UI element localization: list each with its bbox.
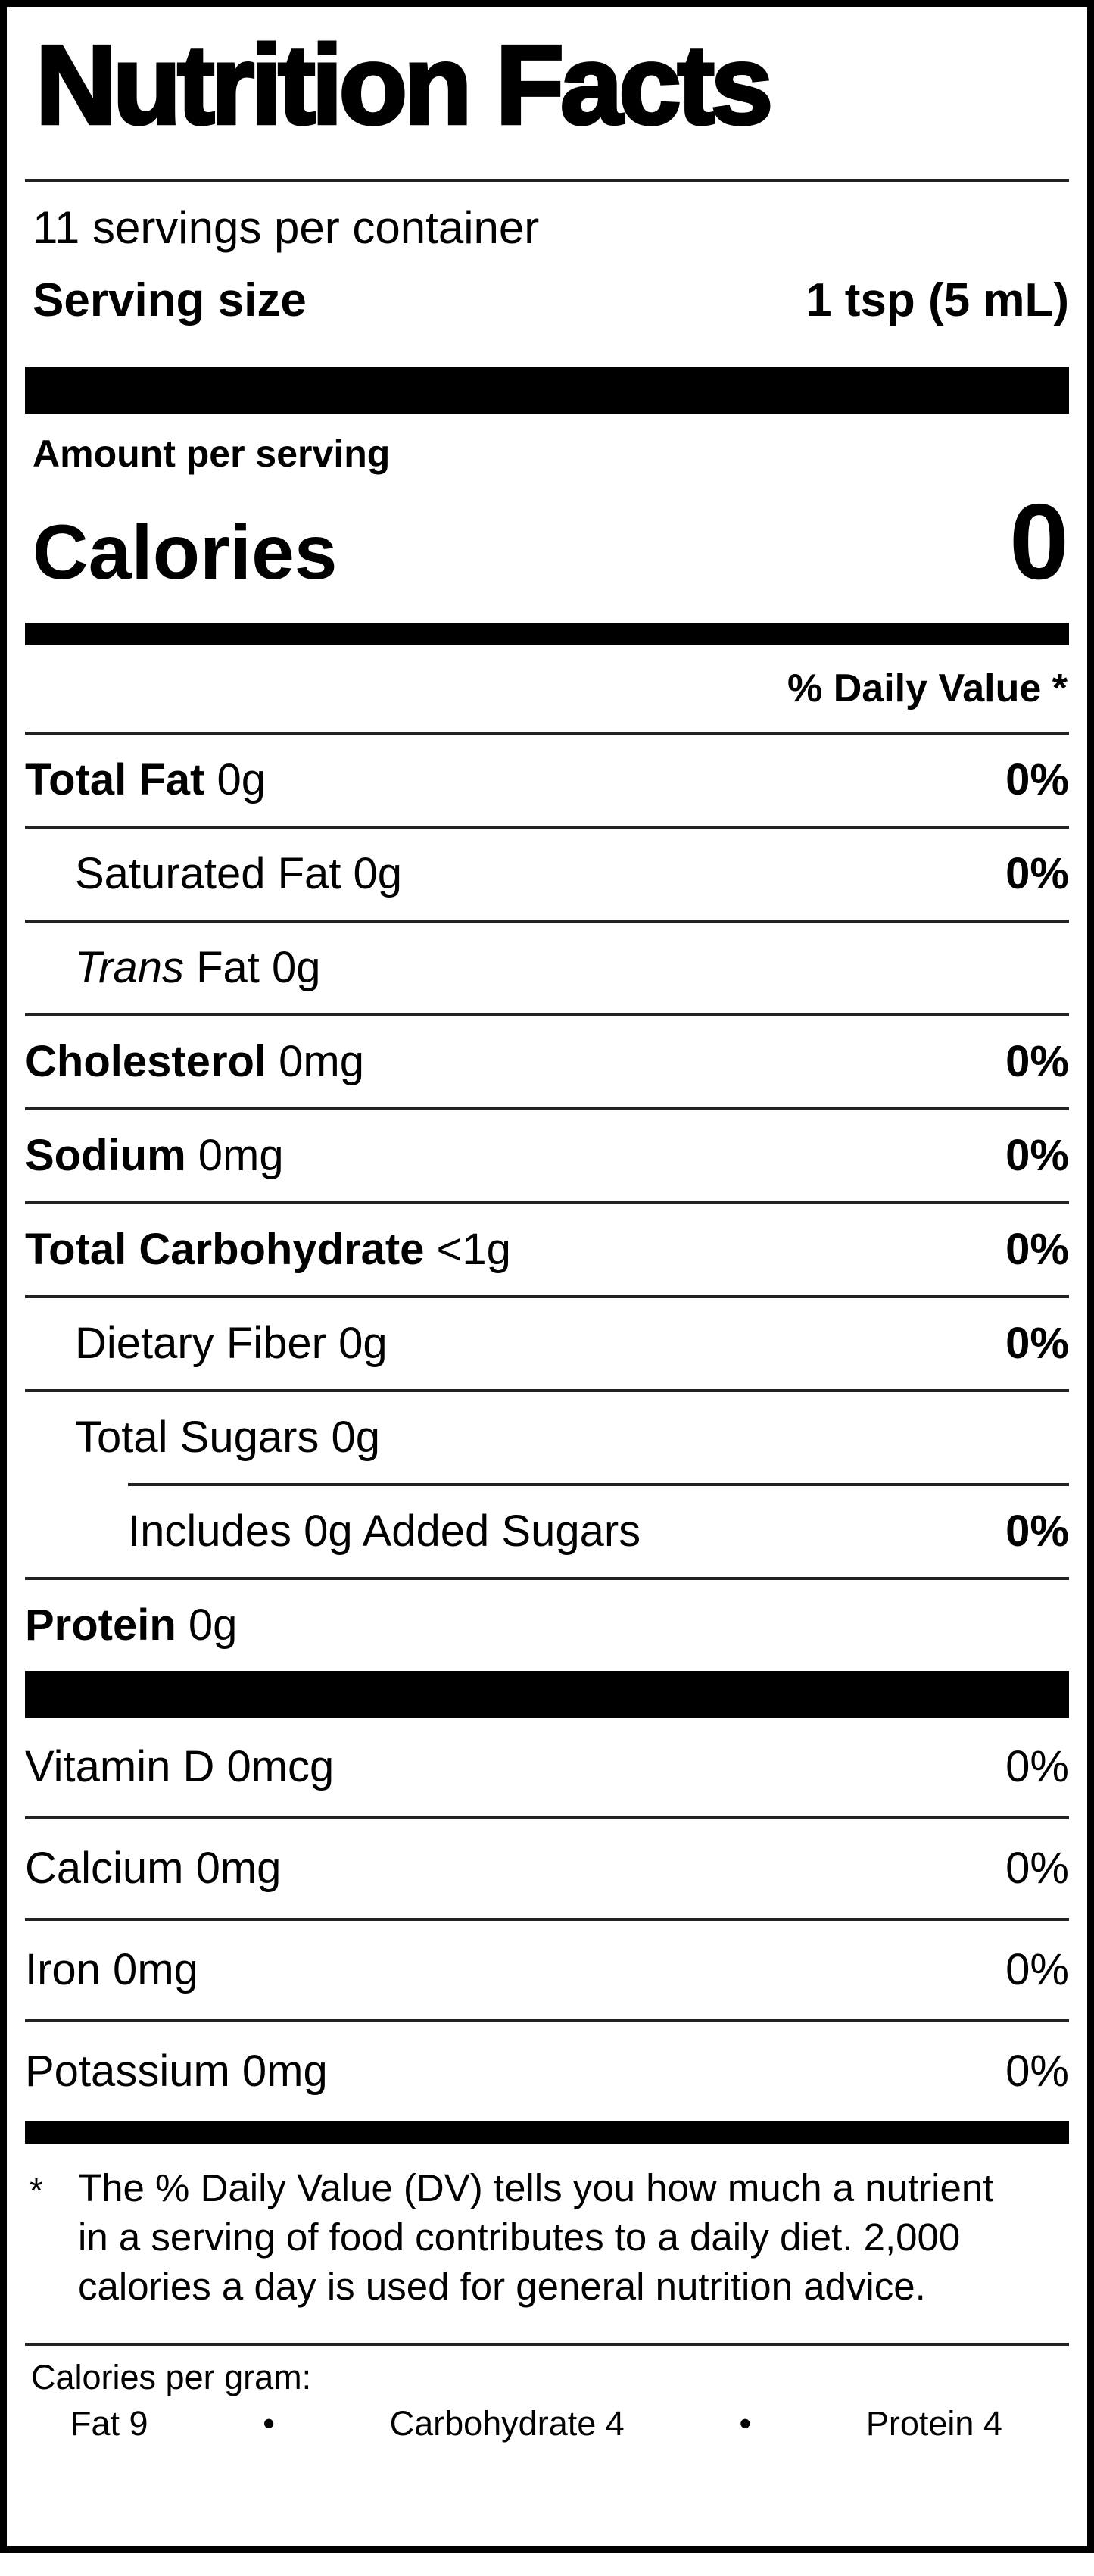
- nutrient-row-saturated-fat: Saturated Fat 0g 0%: [25, 829, 1069, 920]
- serving-size-label: Serving size: [33, 273, 307, 326]
- nutrient-name: Vitamin D 0mcg: [25, 1741, 335, 1791]
- divider: [128, 1482, 1069, 1486]
- nutrient-name: Cholesterol 0mg: [25, 1036, 365, 1086]
- nutrient-row-cholesterol: Cholesterol 0mg 0%: [25, 1016, 1069, 1107]
- percent-daily-value: 0%: [1005, 1318, 1069, 1368]
- calories-per-gram-values: Fat 9 • Carbohydrate 4 • Protein 4: [25, 2400, 1069, 2447]
- thick-divider-bar: [25, 366, 1069, 414]
- divider: [25, 2019, 1069, 2022]
- percent-daily-value: 0%: [1005, 1224, 1069, 1274]
- divider: [25, 825, 1069, 829]
- divider: [25, 1576, 1069, 1580]
- divider: [25, 919, 1069, 923]
- percent-daily-value: 0%: [1005, 1506, 1069, 1556]
- nutrient-row-total-carbohydrate: Total Carbohydrate <1g 0%: [25, 1204, 1069, 1295]
- daily-value-footnote: * The % Daily Value (DV) tells you how m…: [25, 2144, 1069, 2311]
- asterisk-marker: *: [30, 2170, 43, 2210]
- vitamin-row-potassium: Potassium 0mg 0%: [25, 2022, 1069, 2121]
- nutrient-row-added-sugars: Includes 0g Added Sugars 0%: [25, 1486, 1069, 1577]
- servings-per-container: 11 servings per container: [33, 201, 540, 253]
- divider: [25, 1294, 1069, 1298]
- daily-value-header: % Daily Value *: [787, 666, 1068, 710]
- vitamin-row-calcium: Calcium 0mg 0%: [25, 1819, 1069, 1918]
- percent-daily-value: 0%: [1005, 1944, 1069, 1994]
- divider: [25, 1201, 1069, 1204]
- thick-divider-bar: [25, 1670, 1069, 1718]
- nutrient-name: Iron 0mg: [25, 1944, 198, 1994]
- nutrient-row-total-sugars: Total Sugars 0g: [25, 1392, 1069, 1483]
- vitamin-row-iron: Iron 0mg 0%: [25, 1921, 1069, 2019]
- fat-calories-per-gram: Fat 9: [70, 2403, 148, 2443]
- percent-daily-value: 0%: [1005, 1130, 1069, 1180]
- bullet-separator: •: [739, 2403, 752, 2443]
- percent-daily-value: 0%: [1005, 1036, 1069, 1086]
- serving-size-row: Serving size 1 tsp (5 mL): [25, 264, 1069, 338]
- serving-size-value: 1 tsp (5 mL): [806, 273, 1069, 326]
- nutrient-name: Saturated Fat 0g: [75, 848, 403, 898]
- nutrient-row-sodium: Sodium 0mg 0%: [25, 1110, 1069, 1201]
- percent-daily-value: 0%: [1005, 754, 1069, 804]
- bullet-separator: •: [263, 2403, 275, 2443]
- divider: [25, 2342, 1069, 2346]
- nutrient-name: Calcium 0mg: [25, 1843, 282, 1893]
- nutrient-row-protein: Protein 0g: [25, 1580, 1069, 1671]
- nutrient-row-trans-fat: Trans Fat 0g: [25, 923, 1069, 1013]
- footnote-text: The % Daily Value (DV) tells you how muc…: [78, 2165, 994, 2308]
- medium-divider-bar: [25, 622, 1069, 645]
- divider: [25, 1013, 1069, 1016]
- divider: [25, 178, 1069, 182]
- nutrient-name: Protein 0g: [25, 1600, 238, 1650]
- label-title: Nutrition Facts: [34, 21, 775, 149]
- calories-row: Calories 0: [25, 480, 1069, 602]
- percent-daily-value: 0%: [1005, 2046, 1069, 2096]
- calories-value: 0: [1009, 481, 1069, 602]
- amount-per-serving-label: Amount per serving: [33, 432, 391, 475]
- medium-divider-bar: [25, 2120, 1069, 2144]
- divider: [25, 1917, 1069, 1921]
- divider: [25, 731, 1069, 735]
- divider: [25, 1816, 1069, 1819]
- nutrient-name: Includes 0g Added Sugars: [128, 1506, 641, 1556]
- nutrient-name: Trans Fat 0g: [75, 942, 321, 992]
- percent-daily-value: 0%: [1005, 1843, 1069, 1893]
- protein-calories-per-gram: Protein 4: [865, 2403, 1002, 2443]
- nutrient-name: Potassium 0mg: [25, 2046, 328, 2096]
- nutrient-name: Sodium 0mg: [25, 1130, 284, 1180]
- nutrient-name: Total Sugars 0g: [75, 1412, 381, 1462]
- nutrient-row-total-fat: Total Fat 0g 0%: [25, 735, 1069, 826]
- percent-daily-value: 0%: [1005, 1741, 1069, 1791]
- vitamin-row-vitamin-d: Vitamin D 0mcg 0%: [25, 1718, 1069, 1816]
- divider: [25, 1388, 1069, 1392]
- calories-per-gram-heading: Calories per gram:: [31, 2357, 312, 2396]
- percent-daily-value: 0%: [1005, 848, 1069, 898]
- divider: [25, 1107, 1069, 1110]
- carbohydrate-calories-per-gram: Carbohydrate 4: [389, 2403, 625, 2443]
- nutrient-name: Dietary Fiber 0g: [75, 1318, 388, 1368]
- nutrient-name: Total Fat 0g: [25, 754, 266, 804]
- nutrient-name: Total Carbohydrate <1g: [25, 1224, 511, 1274]
- nutrient-row-dietary-fiber: Dietary Fiber 0g 0%: [25, 1298, 1069, 1389]
- calories-label: Calories: [33, 509, 338, 596]
